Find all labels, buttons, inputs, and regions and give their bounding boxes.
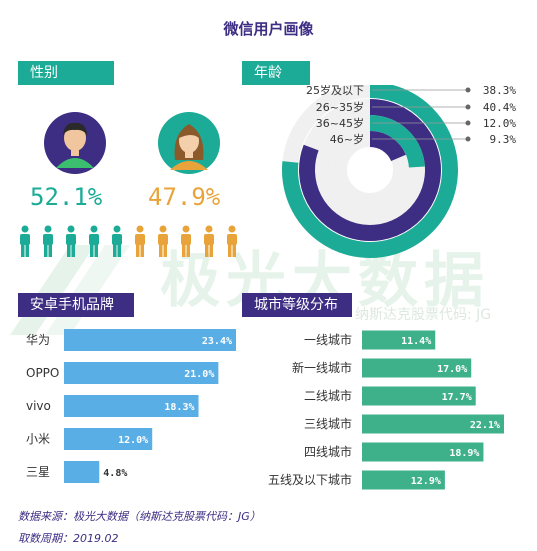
age-category-label: 36~45岁 — [316, 116, 364, 130]
city-value-label: 11.4% — [401, 336, 431, 347]
male-percent: 52.1% — [30, 183, 103, 211]
age-arc — [282, 85, 458, 258]
person-icon — [66, 225, 76, 257]
brand-bar — [64, 329, 236, 351]
gender-icons — [20, 225, 237, 257]
person-icon — [204, 225, 214, 257]
city-value-label: 12.9% — [411, 476, 441, 487]
age-category-label: 25岁及以下 — [306, 85, 364, 97]
brand-bar — [64, 428, 153, 450]
brand-category-label: 三星 — [26, 465, 50, 479]
age-value-label: 9.3% — [490, 133, 517, 146]
city-value-label: 22.1% — [470, 420, 500, 431]
city-category-label: 新一线城市 — [292, 360, 352, 375]
person-icon — [181, 225, 191, 257]
city-bar — [362, 470, 445, 490]
brand-category-label: vivo — [26, 399, 51, 413]
brand-value-label: 21.0% — [184, 369, 214, 380]
android-chart: 华为 23.4% OPPO 21.0% vivo 18.3% 小米 12.0% 三星 4.8% — [26, 329, 236, 483]
age-section-label: 年龄 — [242, 61, 310, 85]
brand-bar — [64, 362, 219, 384]
city-category-label: 五线及以下城市 — [268, 472, 352, 487]
brand-value-label: 12.0% — [118, 435, 148, 446]
city-category-label: 三线城市 — [304, 416, 352, 431]
brand-bar — [64, 461, 100, 483]
gender-section-label: 性别 — [18, 61, 114, 85]
brand-category-label: 华为 — [26, 333, 50, 347]
city-value-label: 17.7% — [442, 392, 472, 403]
brand-value-label: 18.3% — [164, 402, 194, 413]
age-category-label: 46~岁 — [330, 132, 364, 146]
age-category-label: 26~35岁 — [316, 100, 364, 114]
female-avatar — [158, 112, 220, 174]
city-bar — [362, 414, 504, 434]
city-bar — [362, 386, 476, 406]
city-category-label: 一线城市 — [304, 332, 352, 347]
brand-value-label: 4.8% — [103, 468, 127, 479]
page-title: 微信用户画像 — [223, 20, 314, 38]
city-chart: 一线城市 11.4% 新一线城市 17.0% 二线城市 17.7% 三线城市 22.1% 四线城… — [268, 330, 504, 490]
age-value-label: 40.4% — [483, 101, 516, 114]
city-value-label: 18.9% — [449, 448, 479, 459]
person-icon — [89, 225, 99, 257]
city-section-label: 城市等级分布 — [242, 293, 352, 317]
person-icon — [227, 225, 237, 257]
brand-category-label: 小米 — [26, 432, 50, 446]
age-value-label: 38.3% — [483, 85, 516, 97]
person-icon — [43, 225, 53, 257]
data-period: 取数周期：2019.02 — [18, 532, 119, 545]
city-bar — [362, 442, 484, 462]
android-section-label: 安卓手机品牌 — [18, 293, 134, 317]
age-arc — [369, 131, 406, 162]
city-category-label: 二线城市 — [304, 388, 352, 403]
age-chart: 25岁及以下 38.3% 26~35岁 40.4% 36~45岁 12.0% 46~岁 9.3… — [282, 85, 517, 258]
city-bar — [362, 358, 472, 378]
age-arc — [299, 99, 441, 241]
person-icon — [135, 225, 145, 257]
data-source: 数据来源：极光大数据（纳斯达克股票代码：JG） — [18, 510, 261, 523]
person-icon — [20, 225, 30, 257]
age-arc — [369, 115, 425, 168]
brand-value-label: 23.4% — [202, 336, 232, 347]
city-value-label: 17.0% — [437, 364, 467, 375]
brand-bar — [64, 395, 199, 417]
age-value-label: 12.0% — [483, 117, 516, 130]
city-bar — [362, 330, 436, 350]
brand-category-label: OPPO — [26, 366, 59, 380]
city-category-label: 四线城市 — [304, 444, 352, 459]
person-icon — [158, 225, 168, 257]
male-avatar — [44, 112, 106, 174]
watermark-subtext: 纳斯达克股票代码: JG — [355, 307, 492, 323]
female-percent: 47.9% — [148, 183, 221, 211]
person-icon — [112, 225, 122, 257]
